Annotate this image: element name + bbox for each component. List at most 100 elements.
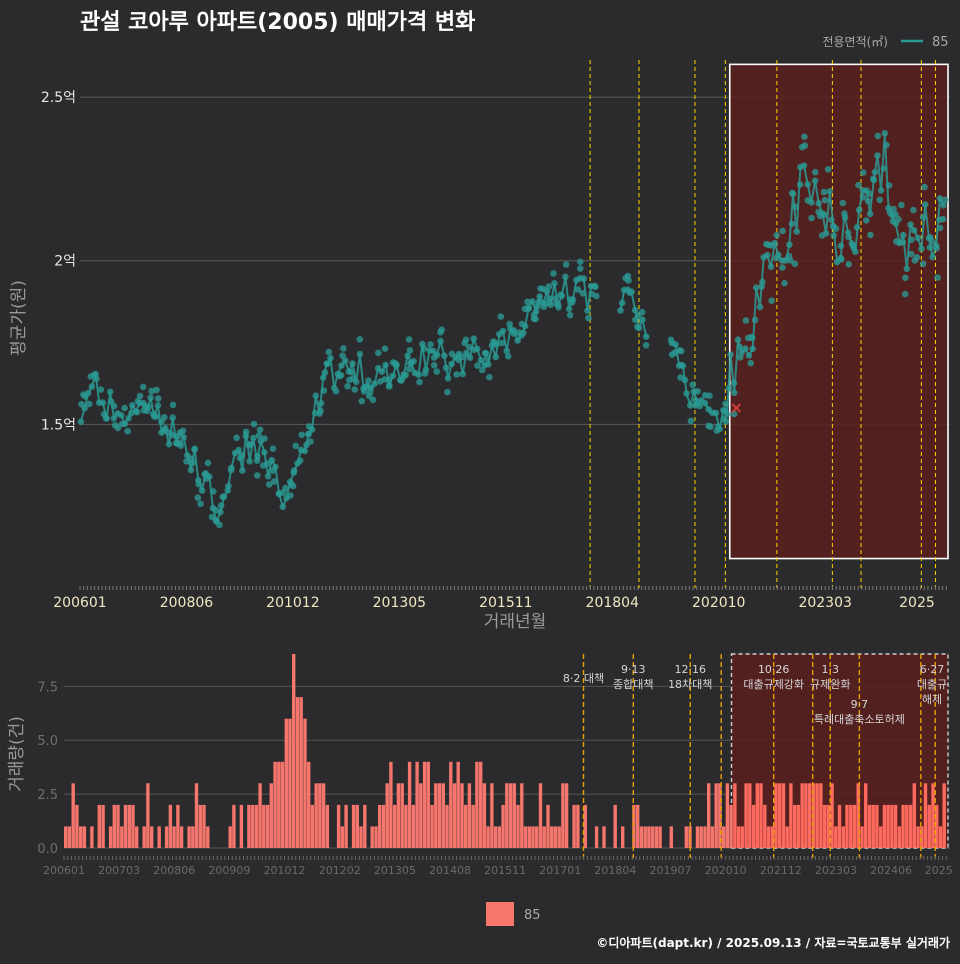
volume-bar (688, 826, 692, 848)
price-point (290, 467, 298, 474)
volume-bar (449, 761, 453, 848)
price-point (788, 189, 796, 197)
price-point (866, 210, 874, 218)
volume-x-tick-label: 201907 (650, 864, 692, 877)
volume-bar (804, 783, 808, 848)
volume-bar (314, 783, 318, 848)
volume-bar (856, 783, 860, 848)
price-point (869, 175, 877, 183)
price-point (919, 214, 927, 221)
price-x-tick-label: 200601 (53, 595, 106, 611)
price-point (585, 314, 592, 322)
volume-bar (882, 804, 887, 848)
volume-bar (695, 826, 700, 848)
price-point (474, 345, 481, 353)
volume-x-tick-label: 201202 (319, 864, 361, 877)
volume-bar (793, 804, 797, 848)
price-point (706, 392, 713, 400)
price-point (689, 381, 696, 389)
price-point (392, 360, 399, 367)
volume-bar (172, 826, 176, 848)
price-point (550, 270, 557, 277)
volume-policy-annotation: 1·3 (821, 663, 839, 676)
volume-bar (262, 804, 266, 848)
price-point (136, 392, 144, 400)
price-point (348, 368, 356, 376)
price-point (837, 256, 845, 263)
volume-bar (684, 826, 688, 848)
volume-bar (228, 826, 232, 848)
price-point (400, 373, 407, 381)
price-point (788, 220, 796, 228)
volume-bar (774, 783, 778, 848)
price-point (256, 426, 264, 434)
legend-bottom: 85 (486, 902, 541, 926)
price-y-tick-labels: 1.5억 2억 2.5억 (41, 90, 76, 433)
volume-x-tick-label: 202010 (705, 864, 747, 877)
price-point (860, 169, 867, 176)
price-point (381, 345, 389, 353)
volume-bar (194, 783, 199, 848)
volume-bar (602, 826, 606, 848)
volume-bar (864, 783, 868, 848)
price-point (296, 457, 304, 464)
price-point (625, 277, 632, 284)
volume-bar (112, 804, 116, 848)
volume-bar (157, 826, 161, 848)
price-point (204, 459, 212, 467)
price-point (712, 409, 720, 417)
price-point (317, 400, 325, 407)
price-point (195, 480, 202, 488)
price-point (459, 370, 467, 378)
price-point (233, 434, 240, 442)
volume-bar (142, 826, 146, 848)
price-point (269, 445, 277, 453)
price-point (701, 399, 709, 407)
price-x-tick-label: 200806 (160, 595, 214, 611)
volume-x-tick-label: 201305 (374, 864, 416, 877)
price-point (553, 300, 560, 307)
price-point (129, 402, 136, 409)
price-point (815, 200, 822, 207)
price-point (416, 378, 423, 386)
price-point (871, 168, 879, 176)
volume-y-tick-label: 0.0 (37, 842, 58, 857)
volume-bar (594, 826, 599, 848)
price-point (939, 215, 947, 223)
price-x-tick-label: 201511 (479, 595, 532, 611)
volume-bar (441, 783, 445, 848)
price-point (194, 494, 202, 502)
volume-bar (834, 826, 838, 848)
price-point (532, 308, 540, 315)
price-point (264, 473, 272, 480)
price-point (382, 361, 389, 369)
volume-bar (321, 783, 326, 848)
volume-bar (837, 804, 842, 848)
volume-policy-annotation: 해제 (922, 692, 942, 706)
volume-bar (740, 826, 744, 848)
price-point (895, 216, 902, 223)
price-point (154, 395, 162, 402)
price-highlight-box (728, 63, 949, 560)
volume-bar (890, 804, 894, 848)
price-point (351, 386, 359, 393)
volume-bar (807, 783, 812, 848)
price-point (279, 503, 287, 511)
volume-x-tick-labels: 200601 200703 200806 200909 201012 201202 2013… (43, 864, 953, 877)
price-point (453, 371, 460, 378)
volume-bar (97, 804, 101, 848)
price-x-tick-label: 201804 (586, 595, 640, 611)
price-point (93, 375, 100, 383)
price-point (569, 299, 576, 306)
volume-bar (493, 826, 498, 848)
price-point (287, 492, 294, 499)
price-point (940, 202, 947, 209)
volume-bar (621, 826, 625, 848)
price-point (801, 142, 809, 149)
price-point (830, 232, 837, 239)
volume-bar (923, 783, 928, 848)
price-point (437, 329, 444, 336)
price-x-minor-ticks (79, 586, 947, 590)
price-panel: 1.5억 2억 2.5억 200601 200806 201012 201305 20151… (9, 60, 950, 632)
chart-title: 관설 코아루 아파트(2005) 매매가격 변화 (80, 10, 475, 35)
